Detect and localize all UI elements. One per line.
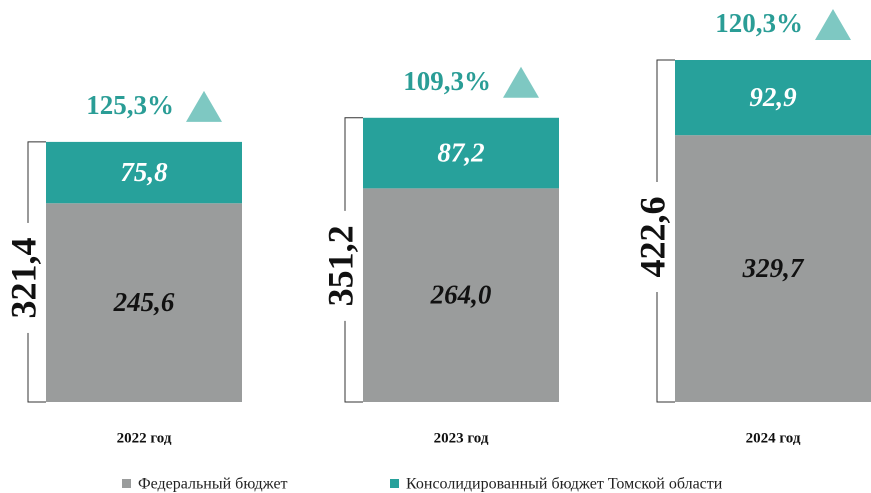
x-tick-label: 2022 год [117,430,172,446]
value-label: 75,8 [120,157,168,187]
value-label: 245,6 [113,287,175,317]
total-label-bg [639,182,673,292]
value-label: 87,2 [437,137,484,167]
legend-label: Консолидированный бюджет Томской области [406,476,723,493]
x-tick-label: 2023 год [434,430,489,446]
growth-marker [815,9,851,40]
growth-label: 125,3% [86,90,174,120]
growth-label: 109,3% [403,66,491,96]
growth-marker [503,66,539,98]
value-label: 329,7 [742,253,805,283]
x-tick-label: 2024 год [746,430,801,446]
growth-label: 120,3% [715,8,803,38]
legend-label: Федеральный бюджет [138,476,288,493]
bar-segment [675,60,871,136]
bar-segment [46,203,242,402]
value-label: 264,0 [430,279,492,309]
legend-swatch [390,479,399,488]
bar-segment [46,141,242,204]
total-label: 351,2 [320,225,360,306]
growth-marker [186,90,222,122]
total-label: 422,6 [632,197,672,278]
legend-swatch [122,479,131,488]
total-label-bg [10,222,44,333]
bar-segment [363,188,559,402]
bar-segment [675,135,871,402]
value-label: 92,9 [749,82,797,112]
total-label: 321,4 [3,237,43,318]
bar-segment [363,117,559,189]
total-label-bg [327,210,361,321]
